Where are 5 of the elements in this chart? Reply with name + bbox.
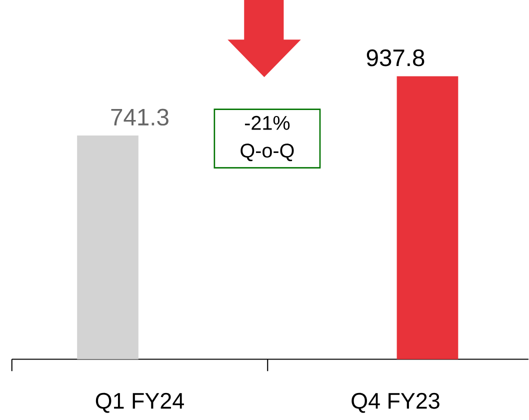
annotation: -21% Q-o-Q: [240, 116, 294, 162]
data-label: 741.3: [111, 108, 168, 126]
x-tick-label: Q4 FY23: [352, 393, 440, 414]
data-label: 937.8: [366, 50, 424, 66]
x-tick-label: Q1 FY24: [96, 393, 184, 414]
